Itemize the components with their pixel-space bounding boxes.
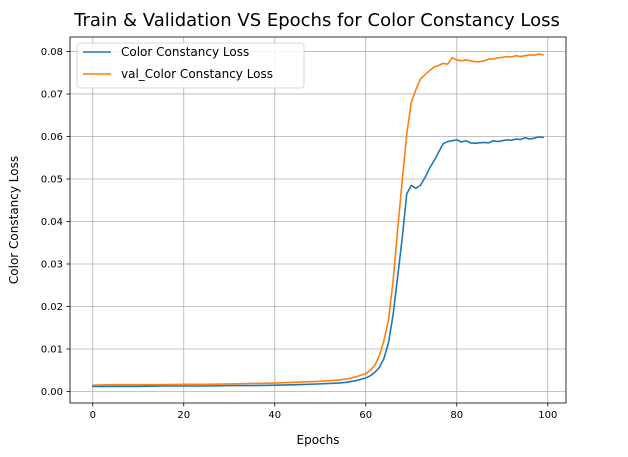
y-axis-ticks: 0.00 0.01 0.02 0.03 0.04 0.05 0.06 0.07 0.08 <box>41 47 70 398</box>
y-tick-label: 0.01 <box>41 345 63 356</box>
y-tick-label: 0.03 <box>41 259 63 270</box>
x-tick-label: 80 <box>450 410 463 421</box>
x-tick-label: 100 <box>538 410 557 421</box>
x-tick-label: 0 <box>90 410 96 421</box>
chart-title: Train & Validation VS Epochs for Color C… <box>73 10 560 31</box>
legend-label-val: val_Color Constancy Loss <box>121 67 273 81</box>
x-tick-label: 20 <box>177 410 190 421</box>
x-axis-label: Epochs <box>297 433 340 447</box>
legend: Color Constancy Loss val_Color Constancy… <box>76 42 305 89</box>
y-tick-label: 0.05 <box>41 174 63 185</box>
legend-label-train: Color Constancy Loss <box>121 45 249 59</box>
y-tick-label: 0.02 <box>41 302 63 313</box>
series-line-val <box>91 53 545 386</box>
series-line-train <box>91 136 545 388</box>
x-tick-label: 40 <box>268 410 281 421</box>
y-axis-label: Color Constancy Loss <box>7 156 21 284</box>
y-tick-label: 0.04 <box>41 217 63 228</box>
x-axis-ticks: 0 20 40 60 80 100 <box>90 403 557 421</box>
y-tick-label: 0.00 <box>41 387 63 398</box>
y-tick-label: 0.06 <box>41 132 63 143</box>
series-layer <box>91 53 545 388</box>
y-tick-label: 0.07 <box>41 89 63 100</box>
legend-box <box>76 42 305 89</box>
x-tick-label: 60 <box>359 410 372 421</box>
grid-lines <box>70 37 566 403</box>
plot-frame <box>69 36 567 404</box>
y-tick-label: 0.08 <box>41 47 63 58</box>
